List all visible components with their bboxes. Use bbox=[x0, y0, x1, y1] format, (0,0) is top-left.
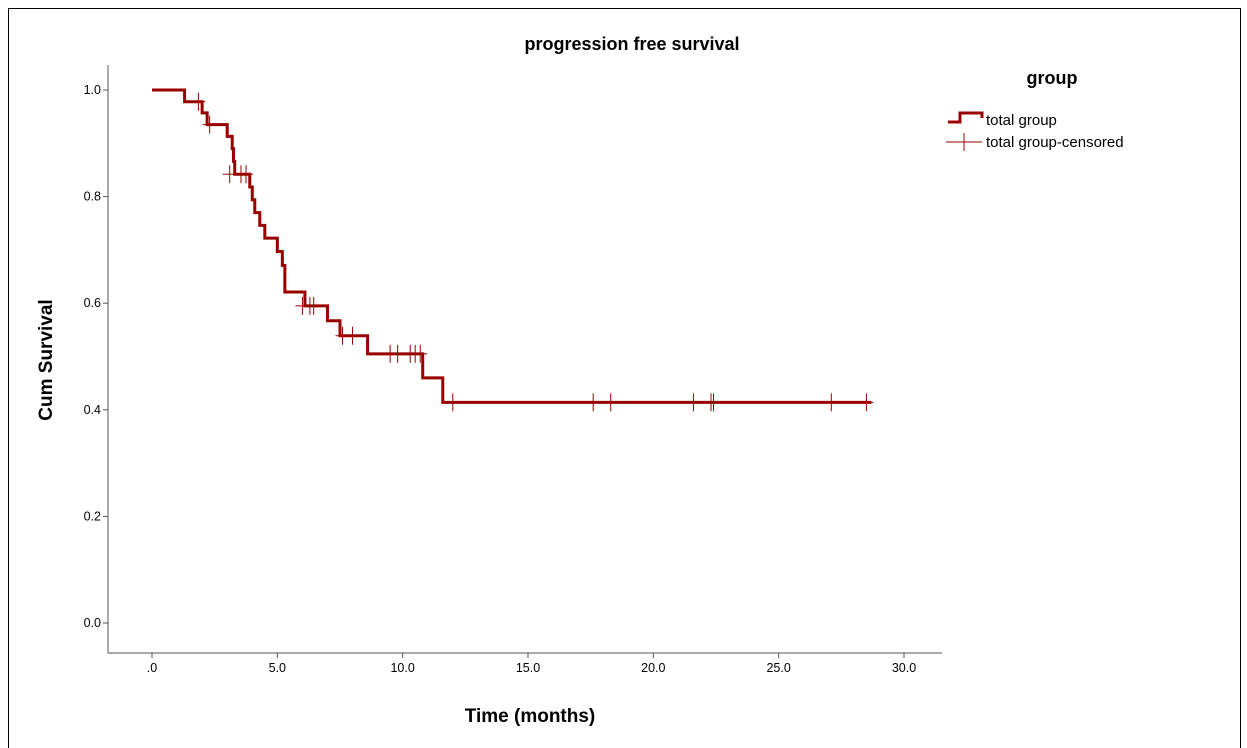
x-tick-label: 5.0 bbox=[269, 661, 286, 675]
censor-mark bbox=[239, 165, 253, 184]
censor-mark bbox=[445, 393, 460, 412]
censor-mark bbox=[306, 296, 321, 315]
censor-mark bbox=[603, 393, 618, 412]
chart-title: progression free survival bbox=[524, 34, 739, 54]
censor-mark bbox=[191, 92, 206, 111]
legend-step-line-icon bbox=[948, 111, 984, 124]
censor-mark bbox=[686, 393, 701, 412]
x-tick-label: 10.0 bbox=[390, 661, 414, 675]
x-tick-label: 20.0 bbox=[641, 661, 665, 675]
legend: group total group total group-censored bbox=[946, 68, 1124, 151]
series-group bbox=[152, 88, 872, 404]
y-tick-label: 0.4 bbox=[84, 403, 101, 417]
x-tick-label: 25.0 bbox=[766, 661, 790, 675]
legend-label-total-group-censored: total group-censored bbox=[986, 134, 1124, 151]
x-tick-label: .0 bbox=[147, 661, 157, 675]
censor-mark bbox=[202, 115, 217, 134]
x-tick-label: 15.0 bbox=[516, 661, 540, 675]
censor-mark bbox=[824, 393, 839, 412]
censor-mark bbox=[859, 393, 874, 412]
y-ticks: 0.0 0.2 0.4 0.6 0.8 1.0 bbox=[84, 83, 108, 630]
axes bbox=[107, 65, 942, 654]
chart-frame bbox=[8, 8, 1241, 748]
y-axis-title: Cum Survival bbox=[36, 299, 57, 420]
censor-mark bbox=[706, 393, 721, 412]
y-tick-label: 1.0 bbox=[84, 83, 101, 97]
censor-mark bbox=[345, 326, 360, 345]
x-ticks: .0 5.0 10.0 15.0 20.0 25.0 30.0 bbox=[147, 653, 916, 675]
legend-title: group bbox=[1027, 68, 1078, 88]
x-axis-title: Time (months) bbox=[465, 706, 596, 727]
y-tick-label: 0.2 bbox=[84, 509, 101, 523]
x-tick-label: 30.0 bbox=[892, 661, 916, 675]
y-tick-label: 0.0 bbox=[84, 616, 101, 630]
censor-mark bbox=[586, 393, 601, 412]
legend-label-total-group: total group bbox=[986, 112, 1057, 129]
y-tick-label: 0.6 bbox=[84, 296, 101, 310]
y-tick-label: 0.8 bbox=[84, 190, 101, 204]
censor-mark bbox=[413, 344, 428, 363]
censor-marks bbox=[191, 92, 874, 412]
survival-step-line bbox=[152, 88, 872, 404]
censor-mark bbox=[390, 344, 405, 363]
